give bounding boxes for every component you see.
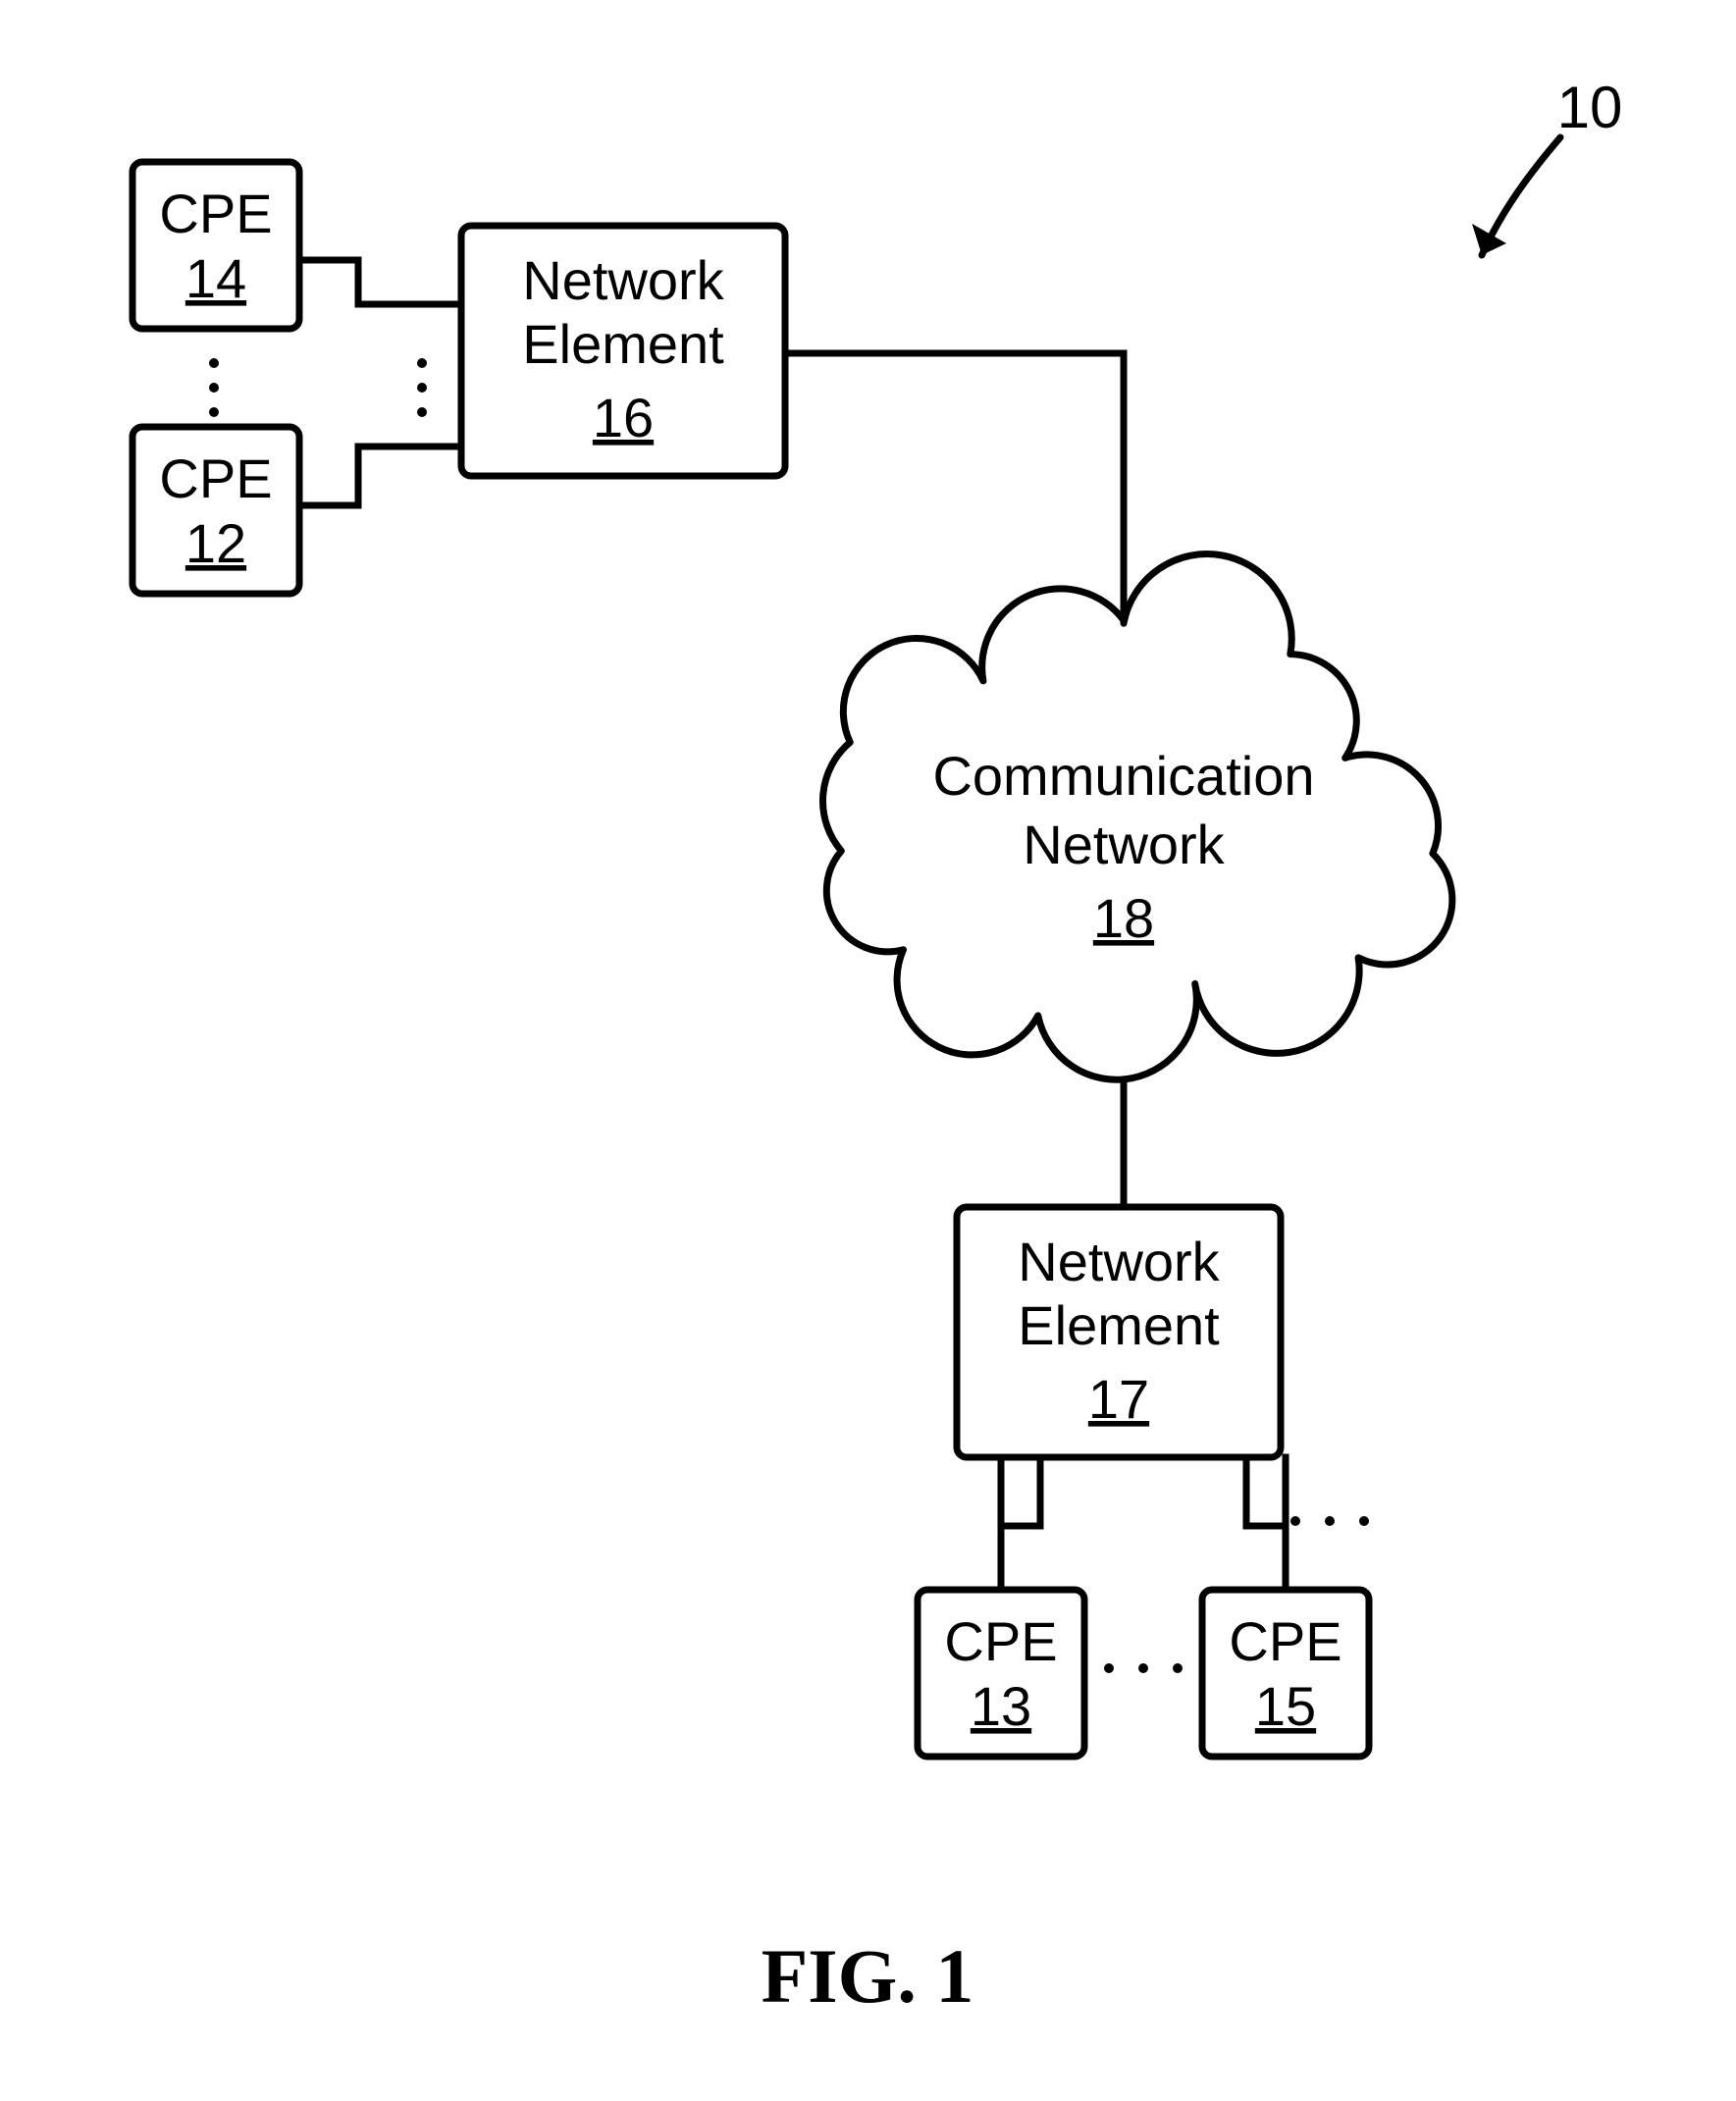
node-ne16-line-2: 16 bbox=[593, 387, 654, 448]
node-cpe12-line-0: CPE bbox=[159, 447, 272, 509]
node-ne17-line-0: Network bbox=[1018, 1231, 1220, 1292]
node-cpe15: CPE15 bbox=[1202, 1590, 1369, 1757]
node-cpe14-line-1: 14 bbox=[185, 247, 246, 309]
node-ne16-line-0: Network bbox=[522, 249, 724, 311]
node-cpe15-line-1: 15 bbox=[1255, 1675, 1316, 1737]
node-ne17: NetworkElement 17 bbox=[957, 1207, 1281, 1457]
node-cloud18-line-1: Network bbox=[1023, 814, 1225, 875]
node-cpe13: CPE13 bbox=[918, 1590, 1084, 1757]
node-cloud18-line-2: 18 bbox=[1093, 887, 1154, 949]
figure-caption: FIG. 1 bbox=[762, 1933, 974, 2019]
node-cpe12: CPE12 bbox=[132, 427, 299, 594]
figure-svg: CPE14CPE12NetworkElement16CommunicationN… bbox=[0, 0, 1736, 2101]
node-cpe14: CPE14 bbox=[132, 162, 299, 329]
node-ne17-line-1: Element bbox=[1018, 1294, 1220, 1356]
diagram-root: CPE14CPE12NetworkElement16CommunicationN… bbox=[0, 0, 1736, 2101]
node-cpe13-line-1: 13 bbox=[971, 1675, 1031, 1737]
node-cpe14-line-0: CPE bbox=[159, 183, 272, 244]
node-ne17-line-2: 17 bbox=[1088, 1368, 1149, 1430]
node-ne16-line-1: Element bbox=[522, 313, 724, 375]
node-cpe15-line-0: CPE bbox=[1229, 1610, 1341, 1672]
figure-ref-number: 10 bbox=[1557, 75, 1623, 140]
node-ne16: NetworkElement 16 bbox=[461, 226, 785, 476]
node-cpe12-line-1: 12 bbox=[185, 512, 246, 574]
node-cloud18-line-0: Communication bbox=[932, 745, 1314, 807]
node-cpe13-line-0: CPE bbox=[944, 1610, 1057, 1672]
